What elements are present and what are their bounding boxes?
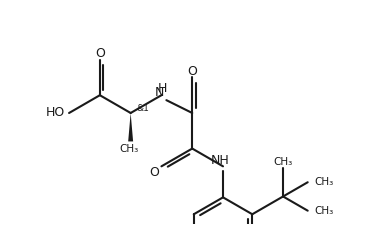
Text: NH: NH	[211, 154, 230, 167]
Text: O: O	[95, 47, 105, 60]
Polygon shape	[128, 113, 133, 142]
Text: CH₃: CH₃	[315, 177, 334, 187]
Text: CH₃: CH₃	[119, 144, 138, 154]
Text: CH₃: CH₃	[315, 206, 334, 216]
Text: O: O	[187, 65, 197, 78]
Text: H: H	[158, 82, 167, 95]
Text: HO: HO	[46, 106, 65, 119]
Text: N: N	[155, 86, 164, 99]
Text: O: O	[150, 166, 160, 179]
Text: CH₃: CH₃	[273, 157, 293, 167]
Text: &1: &1	[137, 104, 149, 112]
